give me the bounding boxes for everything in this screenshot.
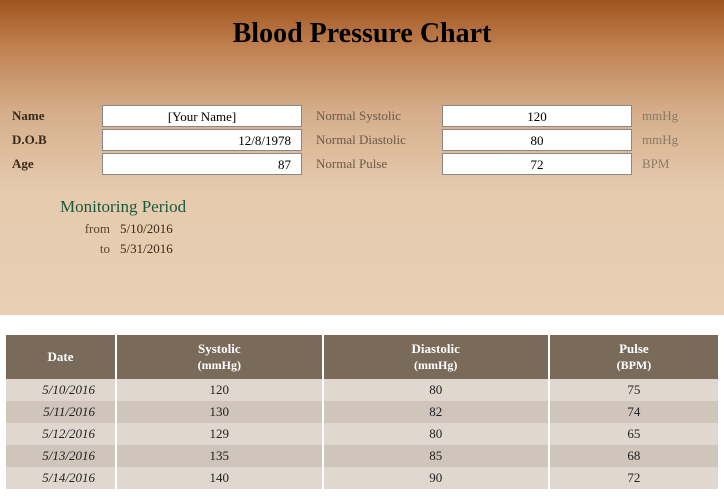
cell-pulse: 68 — [549, 445, 718, 467]
col-systolic: Systolic(mmHg) — [116, 335, 323, 379]
age-input[interactable]: 87 — [102, 153, 302, 175]
cell-diastolic: 80 — [323, 379, 549, 401]
info-grid: Name [Your Name] Normal Systolic 120 mmH… — [0, 105, 724, 175]
table-row: 5/12/20161298065 — [6, 423, 718, 445]
normal-diastolic-input[interactable]: 80 — [442, 129, 632, 151]
normal-pulse-label: Normal Pulse — [302, 156, 442, 172]
systolic-unit: mmHg — [632, 108, 682, 124]
normal-pulse-input[interactable]: 72 — [442, 153, 632, 175]
cell-pulse: 75 — [549, 379, 718, 401]
from-label: from — [60, 221, 110, 237]
normal-systolic-input[interactable]: 120 — [442, 105, 632, 127]
cell-diastolic: 82 — [323, 401, 549, 423]
dob-label: D.O.B — [12, 132, 102, 148]
cell-diastolic: 90 — [323, 467, 549, 489]
cell-systolic: 129 — [116, 423, 323, 445]
cell-pulse: 74 — [549, 401, 718, 423]
cell-systolic: 135 — [116, 445, 323, 467]
monitoring-title: Monitoring Period — [60, 197, 724, 217]
col-pulse: Pulse(BPM) — [549, 335, 718, 379]
normal-systolic-label: Normal Systolic — [302, 108, 442, 124]
table-row: 5/13/20161358568 — [6, 445, 718, 467]
cell-diastolic: 85 — [323, 445, 549, 467]
name-input[interactable]: [Your Name] — [102, 105, 302, 127]
readings-table: Date Systolic(mmHg) Diastolic(mmHg) Puls… — [6, 335, 718, 489]
cell-systolic: 140 — [116, 467, 323, 489]
header-band: Blood Pressure Chart Name [Your Name] No… — [0, 0, 724, 315]
col-date: Date — [6, 335, 116, 379]
col-diastolic: Diastolic(mmHg) — [323, 335, 549, 379]
cell-date: 5/10/2016 — [6, 379, 116, 401]
table-row: 5/14/20161409072 — [6, 467, 718, 489]
dob-input[interactable]: 12/8/1978 — [102, 129, 302, 151]
from-value[interactable]: 5/10/2016 — [120, 221, 173, 237]
to-label: to — [60, 241, 110, 257]
table-row: 5/11/20161308274 — [6, 401, 718, 423]
diastolic-unit: mmHg — [632, 132, 682, 148]
cell-pulse: 65 — [549, 423, 718, 445]
page-title: Blood Pressure Chart — [0, 18, 724, 50]
cell-pulse: 72 — [549, 467, 718, 489]
readings-table-wrap: Date Systolic(mmHg) Diastolic(mmHg) Puls… — [0, 315, 724, 489]
cell-date: 5/11/2016 — [6, 401, 116, 423]
cell-diastolic: 80 — [323, 423, 549, 445]
cell-date: 5/12/2016 — [6, 423, 116, 445]
table-row: 5/10/20161208075 — [6, 379, 718, 401]
name-label: Name — [12, 108, 102, 124]
cell-date: 5/13/2016 — [6, 445, 116, 467]
normal-diastolic-label: Normal Diastolic — [302, 132, 442, 148]
to-value[interactable]: 5/31/2016 — [120, 241, 173, 257]
cell-date: 5/14/2016 — [6, 467, 116, 489]
age-label: Age — [12, 156, 102, 172]
pulse-unit: BPM — [632, 156, 682, 172]
cell-systolic: 130 — [116, 401, 323, 423]
monitoring-period: Monitoring Period from 5/10/2016 to 5/31… — [0, 197, 724, 257]
cell-systolic: 120 — [116, 379, 323, 401]
